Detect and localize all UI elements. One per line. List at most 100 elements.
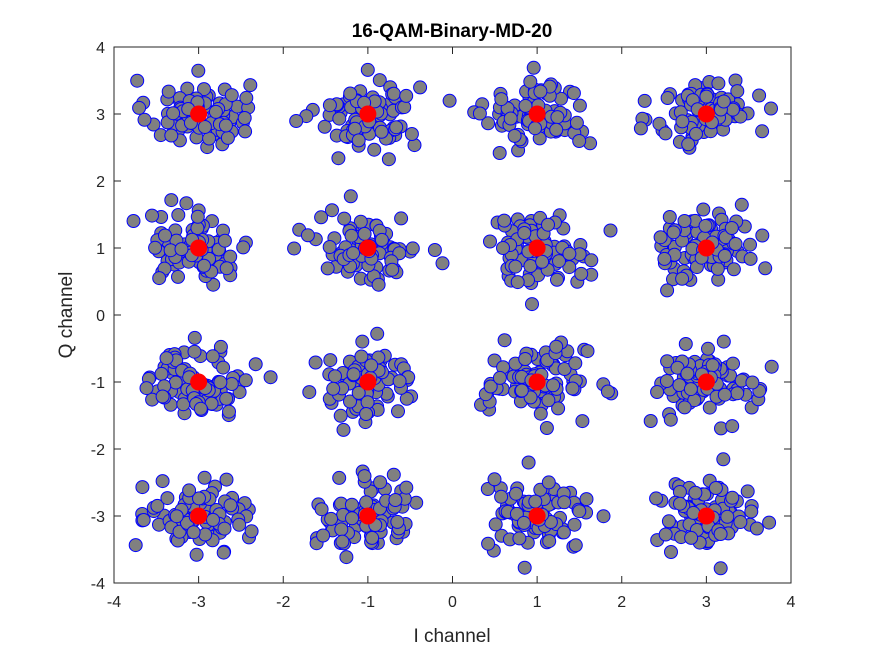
received-point: [659, 374, 674, 388]
reference-point: [697, 239, 715, 257]
received-point: [404, 127, 419, 141]
received-point: [248, 357, 263, 372]
received-point: [716, 334, 731, 349]
received-point: [223, 249, 238, 264]
reference-point: [359, 105, 377, 123]
reference-point: [697, 105, 715, 123]
received-point: [343, 86, 358, 101]
received-point: [572, 504, 587, 519]
received-point: [481, 116, 496, 131]
received-point: [680, 366, 695, 381]
received-point: [399, 480, 414, 495]
received-point: [346, 367, 361, 382]
received-point: [714, 421, 728, 436]
received-point: [206, 512, 220, 527]
received-point: [726, 262, 741, 277]
received-point: [187, 330, 202, 345]
received-point: [701, 341, 715, 356]
received-point: [526, 60, 541, 75]
received-point: [660, 354, 675, 369]
received-point: [713, 527, 728, 541]
y-tick-label: 3: [96, 107, 105, 124]
received-point: [517, 560, 532, 575]
received-point: [542, 534, 557, 549]
received-point: [343, 394, 357, 409]
x-tick-label: 4: [787, 594, 796, 611]
received-point: [160, 491, 175, 506]
received-point: [657, 251, 672, 266]
received-point: [331, 151, 346, 166]
received-point: [389, 120, 404, 135]
received-point: [224, 88, 239, 103]
received-point: [328, 369, 342, 384]
received-point: [663, 412, 678, 427]
received-point: [664, 545, 678, 559]
received-point: [568, 356, 583, 371]
received-point: [661, 514, 676, 529]
received-point: [481, 536, 496, 551]
received-point: [596, 509, 611, 524]
received-point: [132, 100, 147, 115]
x-tick-label: 2: [617, 594, 626, 611]
x-tick-label: -4: [107, 594, 121, 611]
received-point: [708, 481, 723, 495]
received-point: [696, 202, 711, 217]
received-point: [549, 122, 564, 137]
received-point: [174, 242, 189, 257]
received-point: [487, 472, 502, 487]
received-point: [523, 259, 538, 273]
received-point: [159, 351, 174, 366]
received-point: [509, 486, 523, 501]
received-point: [351, 133, 366, 148]
received-point: [711, 76, 726, 91]
received-point: [728, 237, 743, 251]
received-point: [705, 358, 720, 373]
received-point: [518, 352, 533, 366]
received-point: [187, 344, 202, 359]
y-tick-label: 0: [96, 308, 105, 325]
received-point: [213, 339, 228, 354]
received-point: [314, 502, 329, 517]
received-point: [666, 225, 681, 240]
received-point: [569, 115, 584, 130]
received-point: [633, 121, 648, 136]
received-point: [755, 228, 770, 243]
received-point: [762, 515, 777, 530]
reference-point: [190, 239, 208, 257]
received-point: [521, 455, 536, 470]
received-point: [523, 74, 538, 89]
received-point: [649, 491, 664, 506]
received-point: [566, 86, 581, 101]
received-point: [237, 111, 252, 125]
y-tick-label: 2: [96, 174, 105, 191]
received-point: [749, 521, 764, 536]
received-point: [488, 517, 503, 532]
received-point: [219, 391, 234, 406]
received-point: [243, 78, 258, 93]
y-axis-label: Q channel: [56, 272, 77, 359]
received-point: [300, 228, 315, 243]
y-axis: -4 -3 -2 -1 0 1 2 3 4: [91, 40, 791, 593]
received-point: [360, 395, 375, 410]
received-point: [150, 498, 165, 513]
received-point: [374, 124, 389, 139]
received-point: [650, 385, 665, 399]
received-point: [764, 359, 779, 374]
received-point: [347, 121, 362, 136]
received-point: [562, 246, 577, 261]
received-point: [344, 497, 359, 512]
x-tick-label: -3: [192, 594, 206, 611]
received-point: [745, 375, 760, 390]
received-point: [435, 256, 450, 271]
received-point: [726, 356, 740, 371]
received-point: [193, 401, 208, 416]
reference-point: [528, 239, 546, 257]
reference-points: [190, 105, 715, 525]
received-point: [730, 386, 745, 401]
received-point: [128, 538, 143, 553]
received-point: [716, 452, 731, 467]
received-point: [677, 214, 692, 228]
received-point: [224, 377, 239, 391]
received-point: [192, 491, 206, 506]
received-point: [197, 258, 211, 273]
